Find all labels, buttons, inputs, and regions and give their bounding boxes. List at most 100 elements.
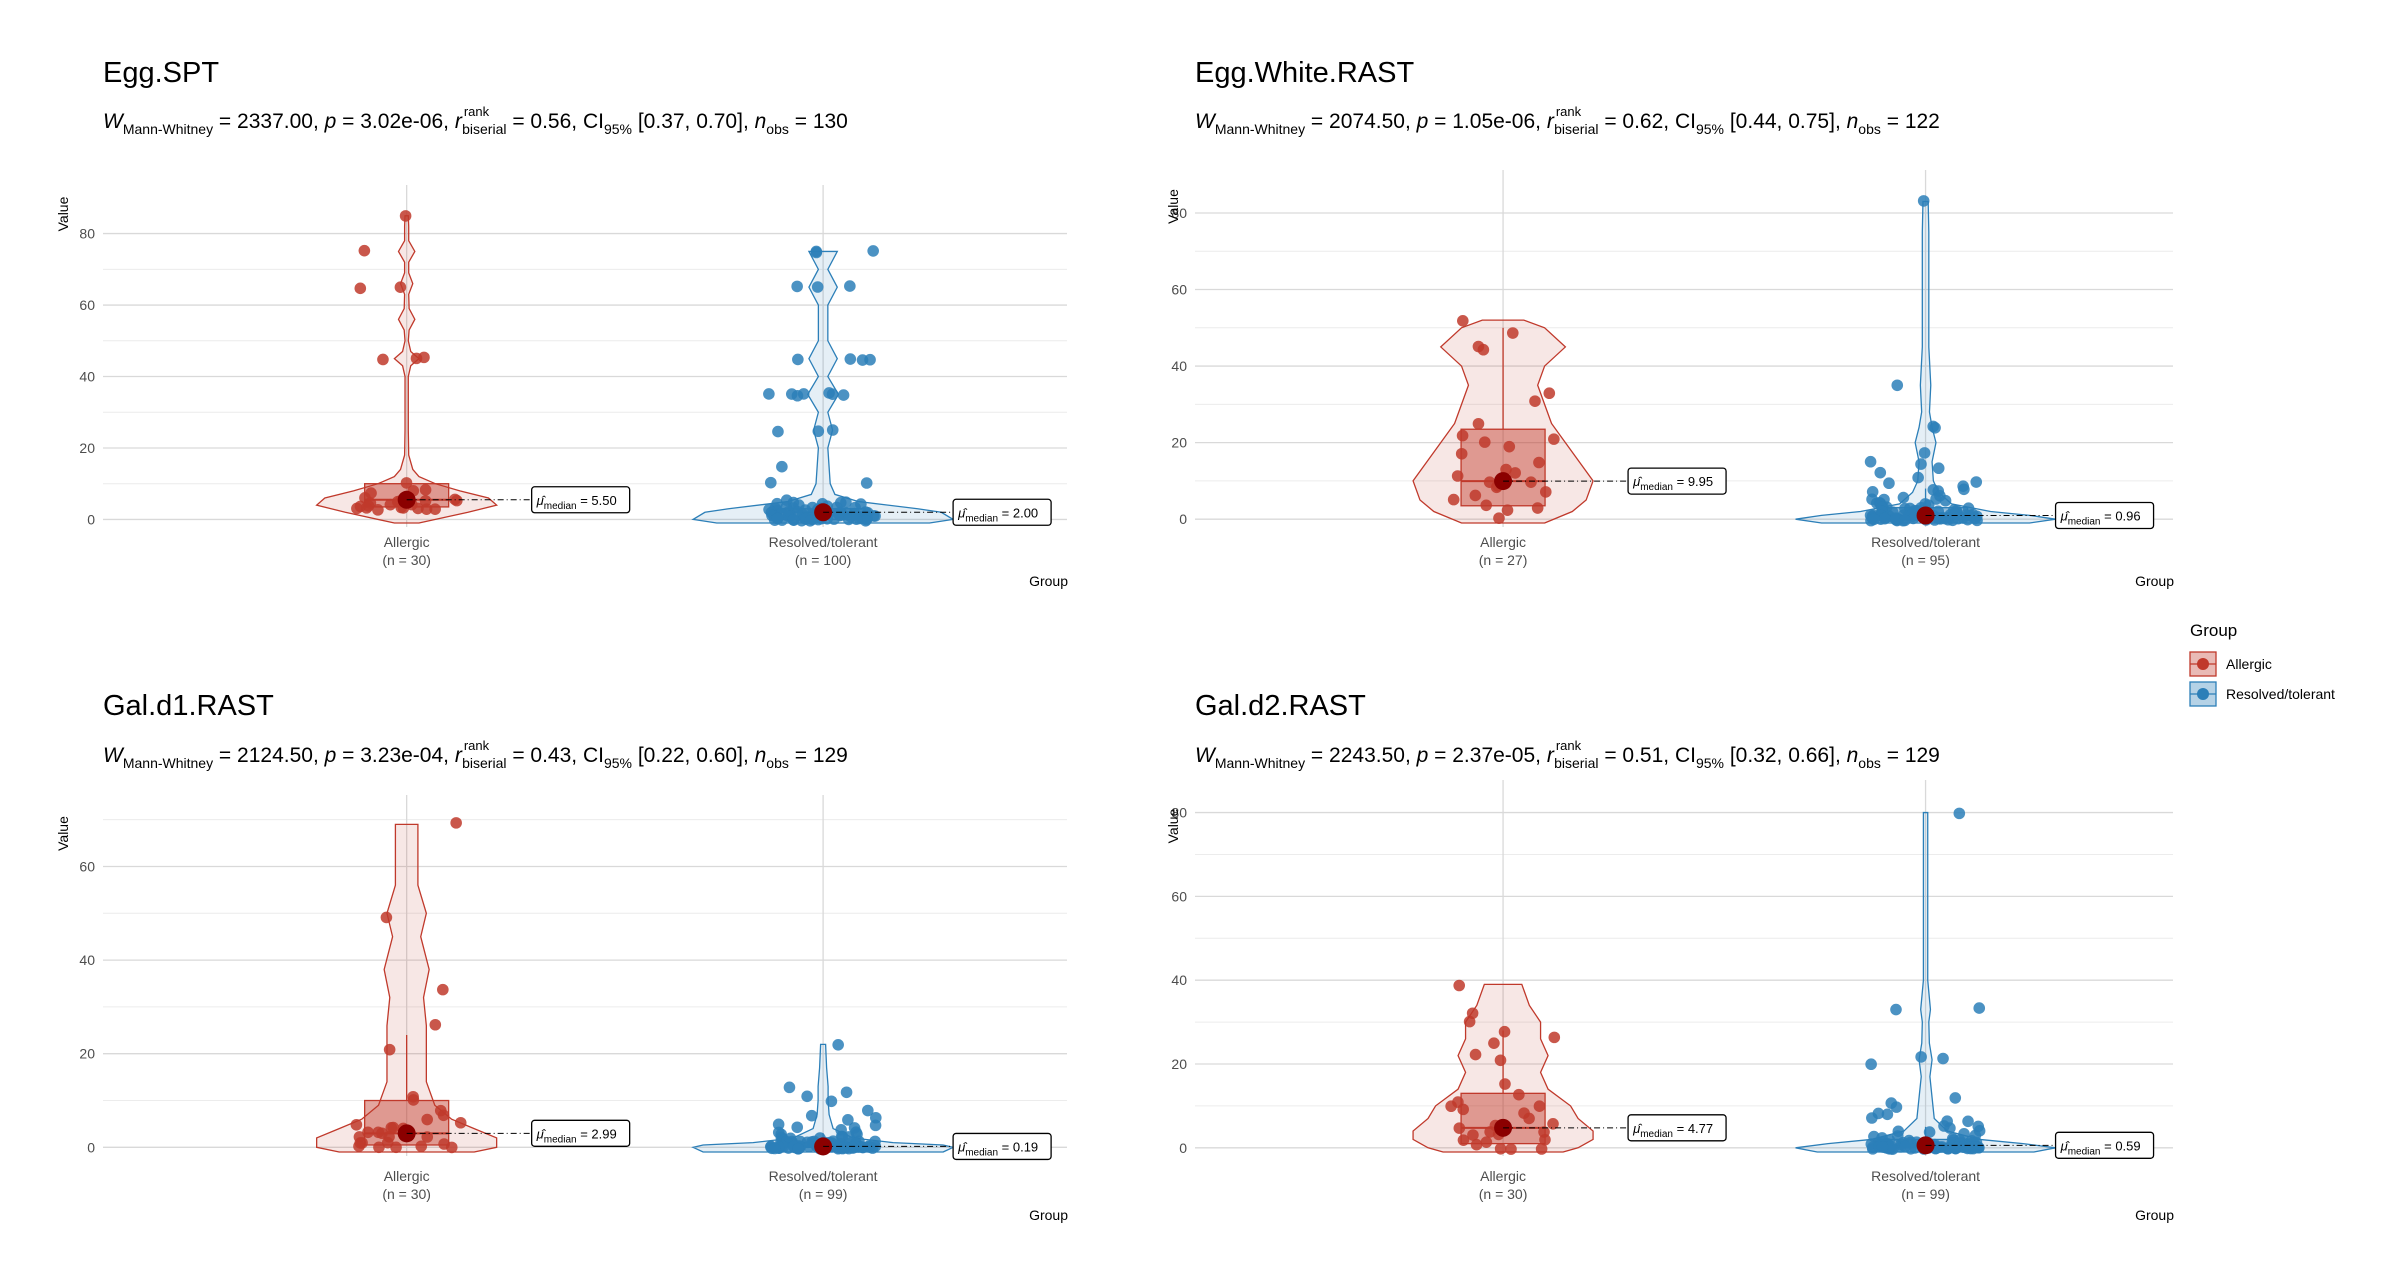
subtitle-part: , CI	[571, 110, 604, 133]
data-point	[1899, 514, 1911, 527]
median-subscript: median	[965, 513, 998, 524]
subtitle-part: 95%	[1696, 121, 1724, 137]
data-point	[1456, 429, 1469, 442]
data-point	[1923, 1126, 1936, 1138]
data-point	[415, 1140, 428, 1153]
subtitle-part: =	[1428, 744, 1452, 767]
median-symbol: μ̂	[2060, 1138, 2071, 1153]
x-category-n: (n = 30)	[382, 552, 431, 568]
subtitle-part: ,	[743, 110, 755, 133]
data-point	[351, 502, 363, 515]
median-value: 9.95	[1688, 474, 1713, 489]
y-tick-label: 20	[1171, 1056, 1187, 1072]
data-point	[354, 282, 367, 295]
data-point	[1499, 1078, 1511, 1090]
y-tick-label: 40	[79, 369, 95, 385]
data-point	[837, 1142, 849, 1154]
data-point	[1531, 502, 1544, 514]
data-point	[1488, 1037, 1500, 1049]
data-point	[1494, 1142, 1507, 1155]
subtitle-part: r	[1547, 744, 1555, 767]
median-equals: =	[998, 505, 1013, 520]
data-point	[1529, 395, 1541, 407]
y-tick-label: 0	[1179, 511, 1187, 527]
x-category-n: (n = 95)	[1901, 552, 1950, 568]
subtitle-part: Mann-Whitney	[123, 121, 213, 137]
x-category-label: Resolved/tolerant	[1871, 534, 1980, 550]
data-point	[1509, 467, 1521, 479]
median-subscript: median	[1640, 482, 1673, 493]
x-axis-title: Group	[2135, 1207, 2174, 1223]
data-point	[412, 502, 424, 515]
data-point	[1961, 513, 1974, 526]
data-point	[811, 281, 824, 293]
subtitle-part: 0.43	[530, 744, 571, 767]
data-point	[1881, 1108, 1894, 1121]
data-point	[1973, 1002, 1986, 1014]
data-point	[358, 244, 371, 257]
data-point	[792, 1142, 805, 1155]
legend: Group Allergic Resolved/tolerant	[2189, 621, 2335, 707]
data-point	[1958, 483, 1970, 496]
subtitle-part: 95%	[1696, 755, 1724, 771]
subtitle-part: W	[103, 744, 125, 767]
x-category-label: Resolved/tolerant	[769, 1168, 878, 1184]
y-tick-label: 60	[79, 297, 95, 313]
data-point	[1494, 1054, 1507, 1067]
panel-title: Gal.d1.RAST	[103, 690, 274, 722]
subtitle-part: 129	[813, 744, 848, 767]
panel-title: Egg.SPT	[103, 57, 219, 89]
data-point	[372, 504, 384, 516]
data-point	[1447, 493, 1460, 506]
data-point	[1929, 421, 1941, 434]
data-point	[783, 1081, 796, 1094]
x-category-n: (n = 99)	[799, 1186, 848, 1202]
data-point	[850, 513, 863, 525]
y-axis-title: Value	[55, 196, 71, 231]
y-tick-label: 80	[79, 226, 95, 242]
data-point	[840, 1086, 853, 1099]
median-equals: =	[1673, 1121, 1688, 1136]
subtitle-part: n	[755, 110, 767, 133]
subtitle-part: =	[1881, 744, 1905, 767]
data-point	[385, 1122, 398, 1134]
median-value: 0.19	[1013, 1139, 1038, 1154]
data-point	[1470, 1138, 1483, 1151]
median-equals: =	[2101, 508, 2116, 523]
median-label-box	[531, 486, 631, 514]
data-point	[421, 1113, 433, 1126]
data-point	[394, 281, 407, 293]
data-point	[1506, 327, 1519, 339]
subtitle-part: ,	[443, 110, 455, 133]
subtitle-part: Mann-Whitney	[1215, 755, 1305, 771]
group-1: μ̂median = 0.96 Resolved/tolerant (n = 95)	[1795, 195, 2155, 568]
data-point	[1890, 1003, 1902, 1016]
data-point	[867, 245, 879, 257]
data-point	[1866, 1112, 1878, 1124]
subtitle-part: ,	[313, 744, 325, 767]
data-point	[1865, 1058, 1877, 1071]
median-label: μ̂median = 0.59	[2060, 1138, 2141, 1157]
subtitle-part: Mann-Whitney	[1215, 121, 1305, 137]
data-point	[1970, 476, 1983, 488]
data-point	[418, 351, 430, 364]
subtitle-part: ,	[1835, 110, 1847, 133]
median-equals: =	[577, 1126, 592, 1141]
data-point	[826, 388, 839, 400]
stats-subtitle: WMann-Whitney = 2124.50, p = 3.23e-04, r…	[103, 738, 848, 771]
subtitle-part: obs	[766, 121, 789, 137]
data-point	[380, 911, 393, 924]
data-point	[860, 477, 873, 489]
subtitle-part: =	[1305, 744, 1329, 767]
data-point	[1879, 512, 1891, 525]
data-point	[437, 983, 449, 996]
data-point	[1503, 440, 1516, 453]
y-axis-title: Value	[1165, 808, 1181, 843]
data-point	[771, 512, 784, 525]
data-point	[1480, 1136, 1493, 1148]
violin	[691, 1043, 956, 1153]
subtitle-part: n	[1847, 110, 1859, 133]
subtitle-part: =	[1428, 110, 1452, 133]
subtitle-part: rank	[464, 738, 490, 753]
median-symbol: μ̂	[957, 1139, 968, 1154]
